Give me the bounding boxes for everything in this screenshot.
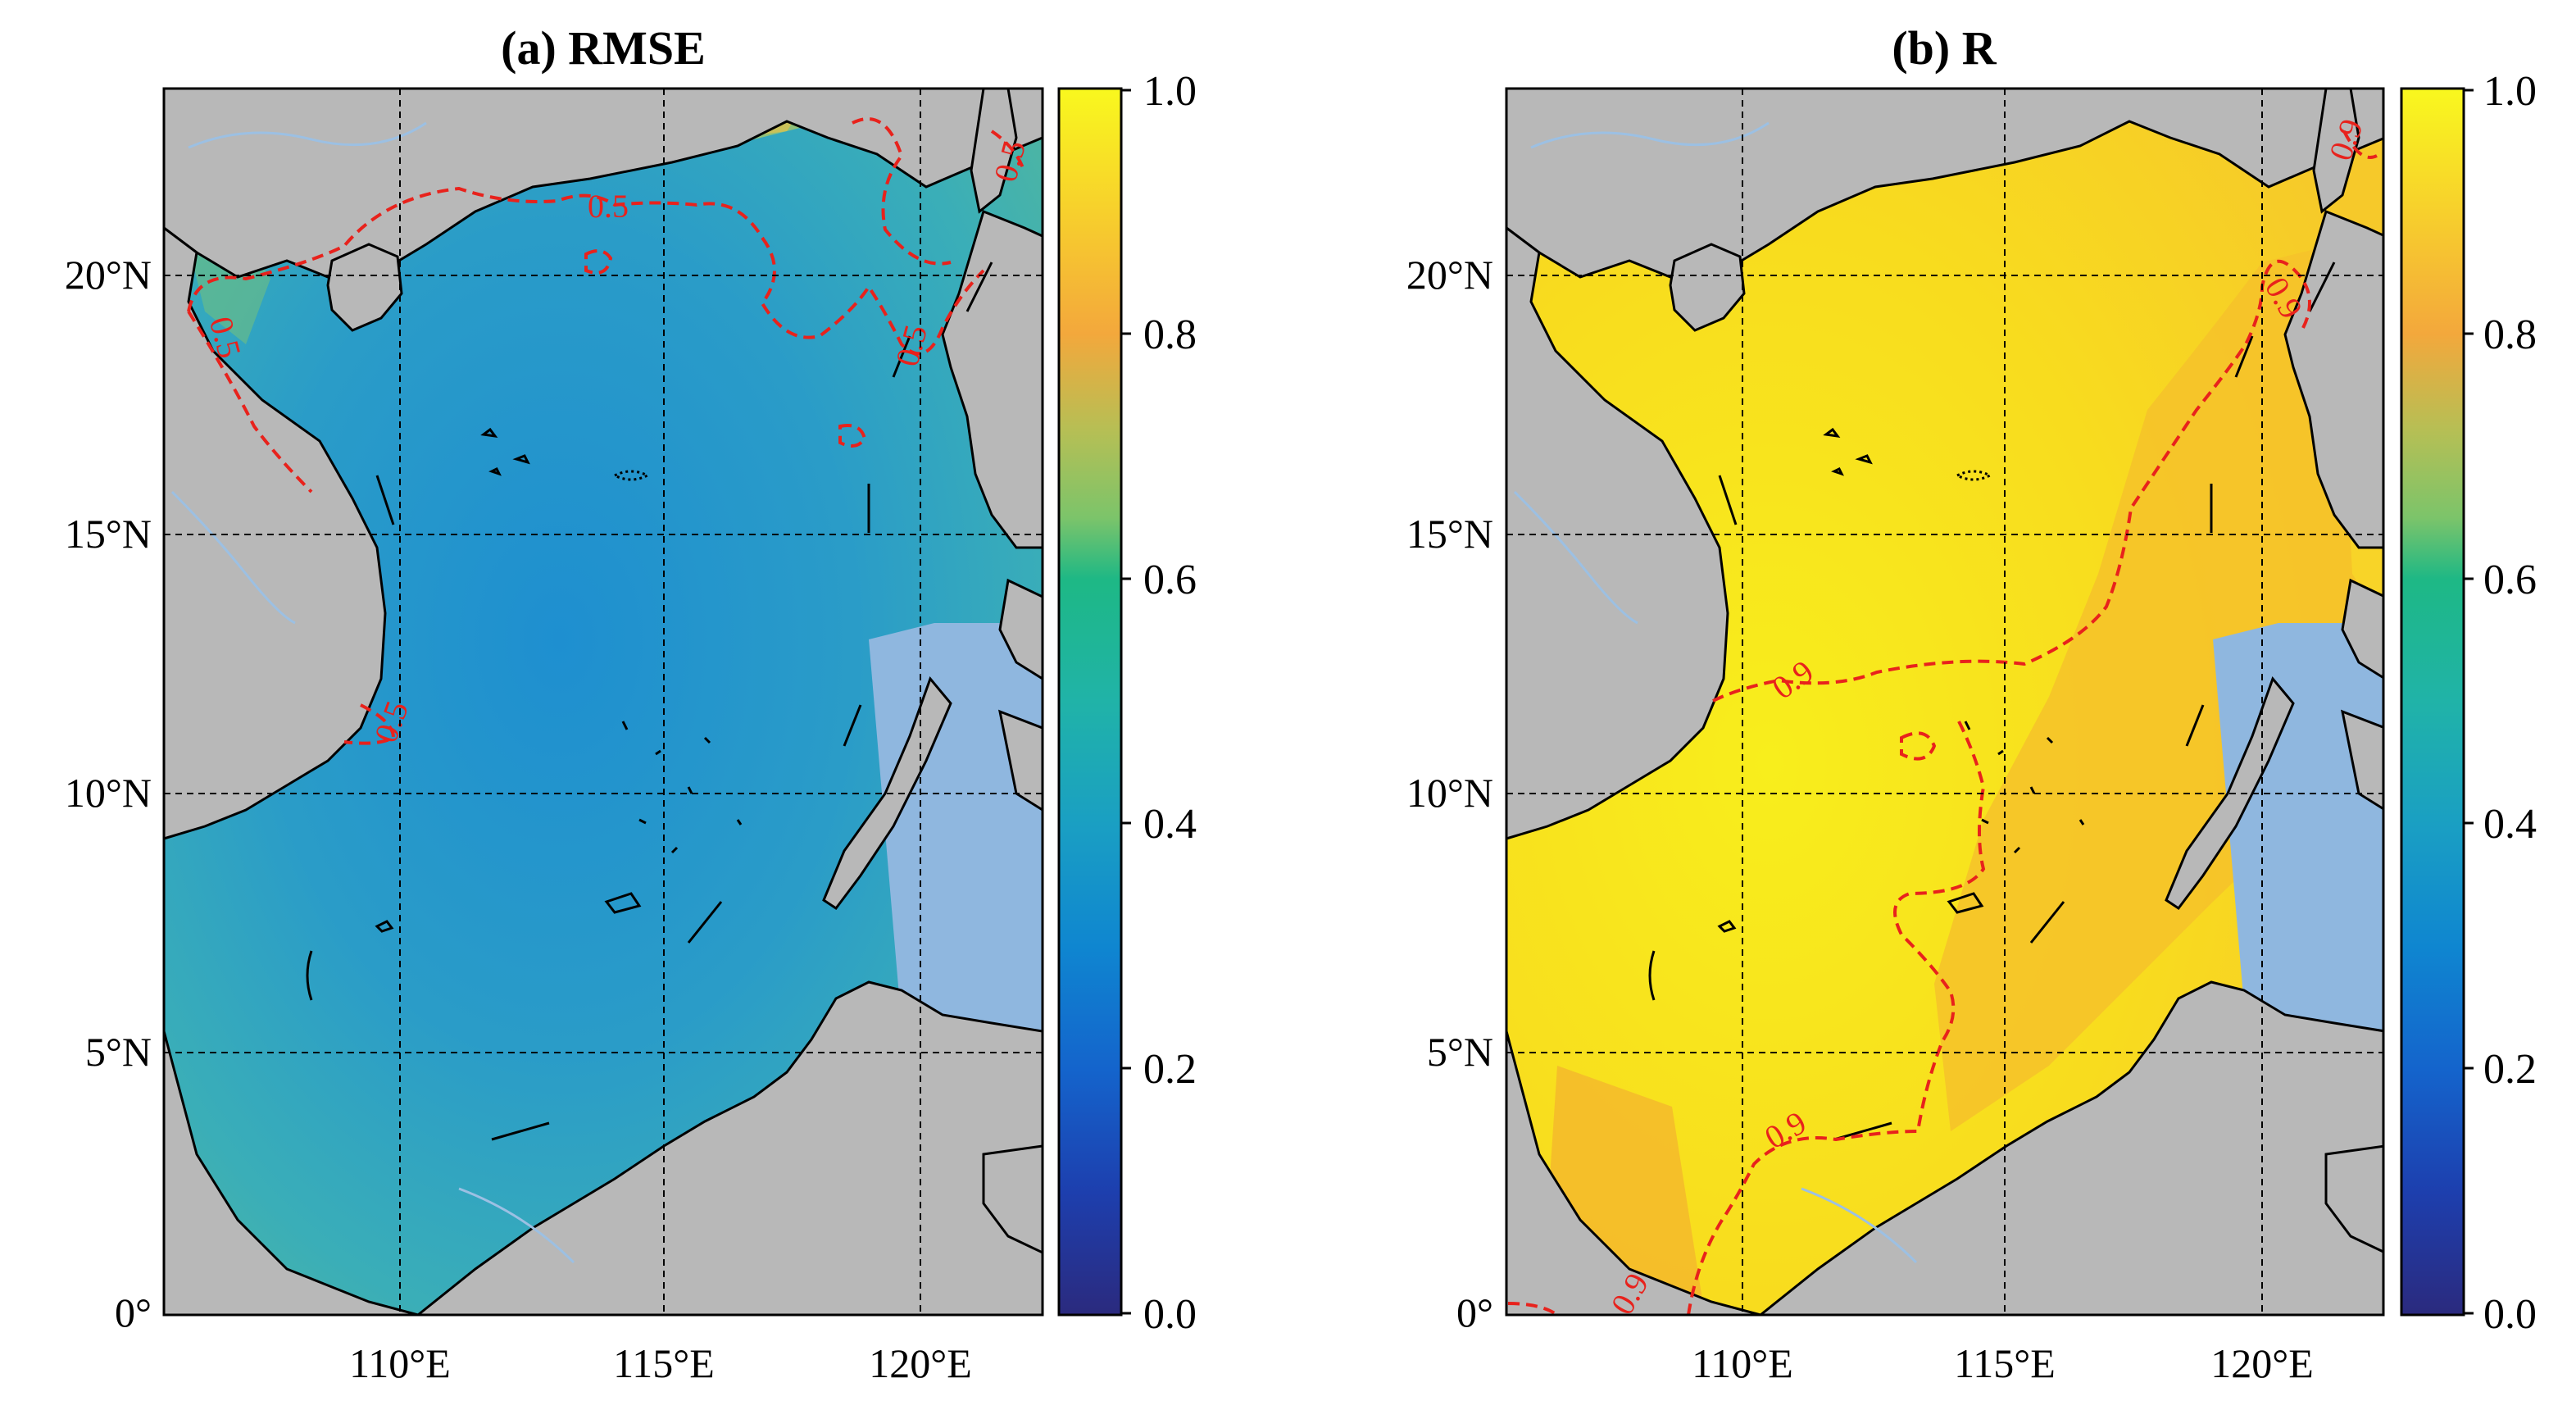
y-tick-label: 0°: [1456, 1289, 1493, 1335]
x-tick-label: 120°E: [2210, 1340, 2314, 1386]
contour-line: [187, 117, 1026, 745]
y-axis: 0° 5°N 10°N 15°N 20°N: [65, 252, 152, 1335]
colorbar-tick-label: 0.2: [2483, 1046, 2537, 1093]
river: [1530, 121, 1770, 149]
trench-line: [491, 1121, 550, 1141]
trench-line: [687, 901, 723, 944]
x-tick-label: 110°E: [1692, 1340, 1793, 1386]
colorbar-tick-label: 0.0: [1143, 1291, 1197, 1338]
colorbar-tick-label: 0.2: [1143, 1046, 1197, 1093]
islands: [1717, 427, 2085, 933]
y-tick-label: 15°N: [65, 511, 152, 557]
x-tick-label: 120°E: [869, 1340, 972, 1386]
trench-line: [375, 475, 395, 525]
colorbar-tick-label: 0.8: [2483, 312, 2537, 358]
panel-a: (a) RMSE: [65, 21, 1197, 1386]
x-tick-label: 115°E: [1954, 1340, 2056, 1386]
river: [188, 121, 427, 149]
y-tick-label: 20°N: [65, 252, 152, 298]
trench-line: [306, 950, 313, 1001]
colorbar-tick-label: 0.8: [1143, 312, 1197, 358]
y-tick-label: 5°N: [85, 1029, 152, 1075]
trench-line: [1718, 475, 1738, 525]
x-axis: 110°E 115°E 120°E: [349, 1340, 972, 1386]
map-b: 0.9 0.9 0.9 0.9 0.9: [1506, 89, 2383, 1315]
map-frame: [1505, 87, 2385, 1317]
panel-title: (a) RMSE: [501, 21, 706, 75]
y-axis: 0° 5°N 10°N 15°N 20°N: [1406, 252, 1493, 1335]
x-tick-label: 115°E: [613, 1340, 715, 1386]
colorbar-tick-label: 0.4: [1143, 801, 1197, 848]
r-lower-patch: [1934, 246, 2383, 1131]
contour-label: 0.5: [588, 188, 629, 225]
river: [1801, 1187, 1918, 1264]
colorbar-tick-label: 0.0: [2483, 1291, 2537, 1338]
y-tick-label: 10°N: [65, 770, 152, 816]
trench-line: [2029, 901, 2065, 944]
y-tick-label: 5°N: [1427, 1029, 1493, 1075]
trench-line: [965, 262, 993, 312]
colorbar-b: 0.0 0.2 0.4 0.6 0.8 1.0: [2400, 68, 2537, 1338]
gridlines: [1506, 89, 2383, 1315]
colorbar: [1057, 87, 1123, 1317]
trench-line: [892, 335, 911, 378]
colorbar: [2400, 87, 2465, 1317]
colorbar-tick-label: 0.4: [2483, 801, 2537, 848]
colorbar-tick-label: 1.0: [2483, 68, 2537, 115]
y-tick-label: 10°N: [1406, 770, 1493, 816]
colorbar-tick-label: 1.0: [1143, 68, 1197, 115]
colorbar-tick-label: 0.6: [2483, 557, 2537, 603]
y-tick-label: 20°N: [1406, 252, 1493, 298]
y-tick-label: 15°N: [1406, 511, 1493, 557]
islands: [375, 427, 743, 933]
trench-line: [1648, 950, 1656, 1001]
panel-b: (b) R: [1406, 21, 2537, 1386]
trench-line: [2308, 262, 2336, 312]
river: [170, 490, 296, 625]
trench-line: [843, 704, 862, 747]
river: [1513, 490, 1638, 625]
map-frame: [162, 87, 1044, 1317]
trench-line: [2234, 335, 2254, 378]
gridlines: [164, 89, 1043, 1315]
panel-title: (b) R: [1892, 21, 1997, 75]
x-tick-label: 110°E: [349, 1340, 451, 1386]
colorbar-tick-label: 0.6: [1143, 557, 1197, 603]
y-tick-label: 0°: [115, 1289, 152, 1335]
x-axis: 110°E 115°E 120°E: [1692, 1340, 2314, 1386]
trench-line: [2185, 704, 2205, 747]
river: [458, 1187, 575, 1264]
colorbar-a: 0.0 0.2 0.4 0.6 0.8 1.0: [1057, 68, 1197, 1338]
map-a: 0.5 0.5 0.5 0.5 0.5: [164, 89, 1043, 1315]
